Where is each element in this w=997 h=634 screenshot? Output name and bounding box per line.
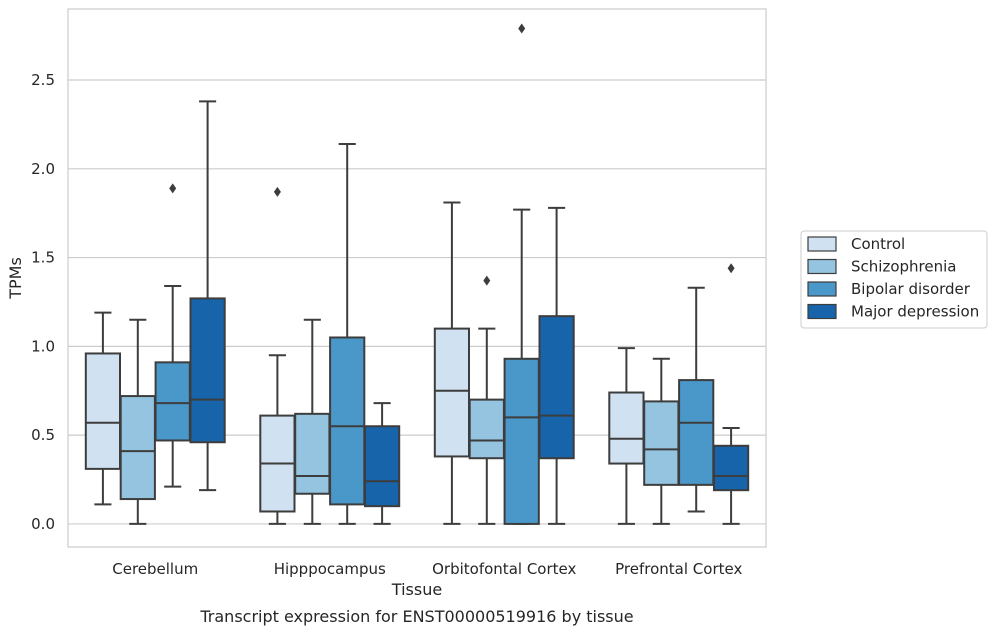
box-schizophrenia — [294, 318, 331, 525]
box-bipolar-disorder — [154, 183, 191, 488]
box-body — [503, 357, 540, 525]
box-body — [119, 395, 156, 501]
box-schizophrenia — [119, 318, 156, 525]
y-tick-label: 1.0 — [31, 337, 55, 355]
legend-label: Control — [851, 235, 905, 253]
box-control — [259, 186, 296, 525]
box-major-depression — [712, 263, 750, 525]
box-schizophrenia — [643, 357, 680, 525]
box-body — [154, 361, 191, 442]
outlier-point — [518, 23, 526, 34]
box-major-depression — [363, 402, 401, 525]
box-bipolar-disorder — [503, 23, 540, 525]
x-axis-label: Tissue — [391, 580, 442, 599]
box-body — [84, 352, 122, 470]
outlier-point — [273, 186, 281, 197]
legend-swatch — [807, 258, 837, 275]
box-body — [433, 327, 471, 458]
box-control — [433, 201, 471, 525]
box-body — [608, 391, 645, 465]
y-axis-label: TPMs — [6, 257, 25, 300]
y-tick-label: 2.0 — [31, 160, 55, 178]
legend-items: Control Schizophrenia Bipolar disorder Majo… — [807, 235, 979, 321]
box-control — [84, 311, 122, 506]
legend-label: Bipolar disorder — [851, 280, 971, 298]
outlier-point — [169, 183, 177, 194]
box-body — [678, 379, 715, 486]
box-major-depression — [538, 206, 575, 525]
y-tick-label: 0.5 — [31, 426, 55, 444]
legend-swatch — [807, 236, 837, 252]
box-control — [608, 347, 645, 525]
chart-caption: Transcript expression for ENST0000051991… — [199, 607, 633, 626]
box-body — [363, 425, 401, 508]
outlier-point — [727, 263, 735, 274]
x-tick-labels: Cerebellum Hipppocampus Orbitofontal Corte… — [112, 560, 742, 578]
y-tick-label: 2.5 — [31, 71, 55, 89]
box-body — [712, 444, 750, 492]
box-major-depression — [189, 100, 226, 492]
x-tick-label: Orbitofontal Cortex — [432, 560, 576, 578]
box-schizophrenia — [468, 275, 505, 525]
boxes — [84, 23, 750, 525]
x-tick-label: Prefrontal Cortex — [615, 560, 742, 578]
legend-label: Schizophrenia — [851, 258, 956, 276]
box-body — [468, 398, 505, 460]
legend: Control Schizophrenia Bipolar disorder Majo… — [800, 230, 988, 329]
box-bipolar-disorder — [678, 286, 715, 513]
legend-swatch — [807, 281, 837, 297]
box-bipolar-disorder — [329, 142, 366, 525]
plot-area-frame — [67, 8, 767, 548]
x-tick-label: Hipppocampus — [274, 560, 386, 578]
legend-swatch — [807, 303, 837, 320]
outlier-point — [483, 275, 491, 286]
y-tick-label: 1.5 — [31, 249, 55, 267]
box-body — [643, 400, 680, 486]
box-body — [294, 412, 331, 495]
box-body — [189, 297, 226, 444]
box-body — [329, 336, 366, 506]
x-tick-label: Cerebellum — [112, 560, 198, 578]
legend-frame — [800, 230, 988, 329]
box-body — [538, 315, 575, 460]
legend-label: Major depression — [851, 303, 979, 321]
y-tick-labels: 0.0 0.5 1.0 1.5 2.0 2.5 — [31, 71, 55, 533]
y-tick-label: 0.0 — [31, 515, 55, 533]
